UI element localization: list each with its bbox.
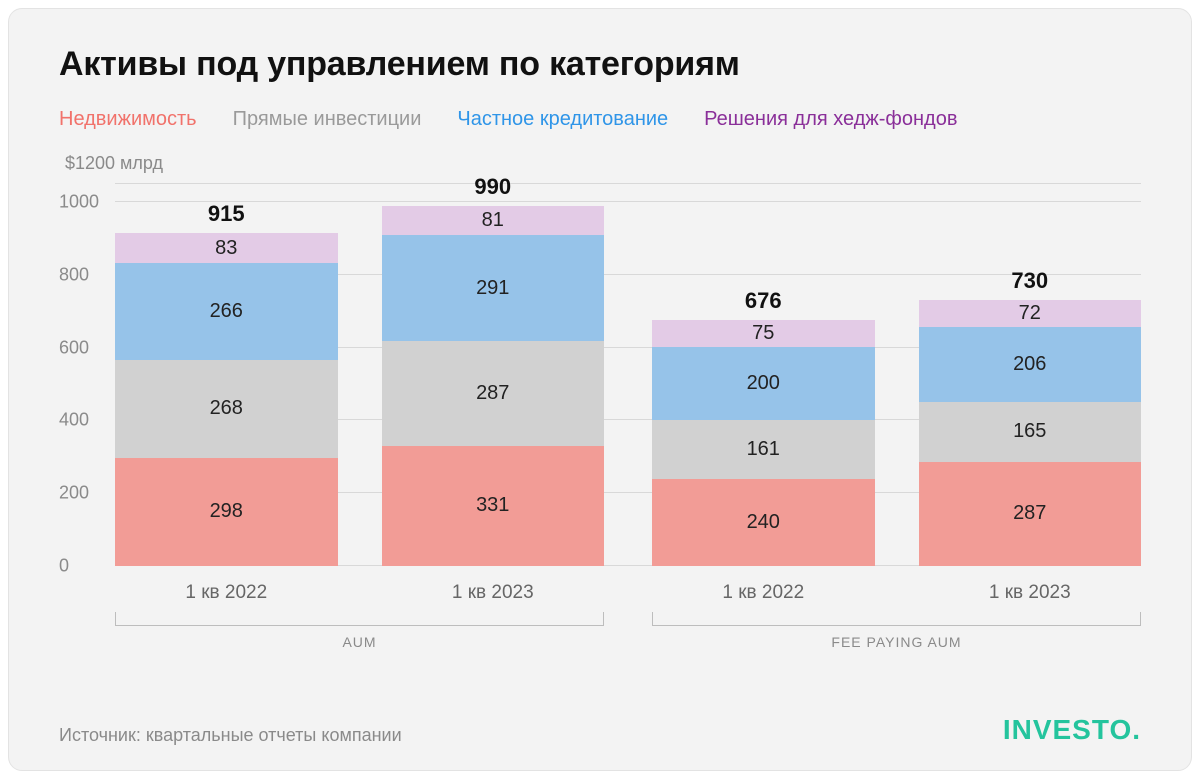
y-tick-label: 600 [59,337,107,358]
bracket [115,612,604,626]
legend-item-private-equity: Прямые инвестиции [233,108,422,131]
bar-segment-hedge: 75 [652,320,875,347]
x-label: 1 кв 2023 [919,582,1142,604]
bar-segment-real_estate: 331 [382,446,605,566]
bar-segment-private_credit: 200 [652,347,875,420]
bar-stack: 28716520672 [919,300,1142,566]
group-label: AUM [115,634,604,650]
x-label: 1 кв 2022 [652,582,875,604]
x-label: 1 кв 2022 [115,582,338,604]
chart-title: Активы под управлением по категориям [59,45,1141,84]
bar-group: 29826826683 915 33128729181990 [115,184,604,566]
bar-segment-real_estate: 298 [115,458,338,566]
group-labels: AUM FEE PAYING AUM [115,634,1141,650]
bar-segment-private_credit: 206 [919,327,1142,402]
y-tick-label: 200 [59,483,107,504]
bar-segment-private_equity: 165 [919,402,1142,462]
bar-total: 676 [652,288,875,314]
bar-stack: 33128729181 [382,206,605,566]
bar-segment-hedge: 83 [115,233,338,263]
footer: Источник: квартальные отчеты компании IN… [59,714,1141,746]
bar: 24016120075 676 [652,184,875,566]
bar-stack: 29826826683 [115,233,338,566]
bar-segment-private_equity: 268 [115,360,338,458]
bar-segment-real_estate: 240 [652,479,875,566]
y-tick-label: 0 [59,556,107,577]
x-group: 1 кв 2022 1 кв 2023 [652,582,1141,604]
legend: Недвижимость Прямые инвестиции Частное к… [59,108,1141,131]
bar-total: 915 [115,201,338,227]
x-label: 1 кв 2023 [382,582,605,604]
chart-card: Активы под управлением по категориям Нед… [8,8,1192,771]
plot-area: 0200400600800100029826826683915331287291… [115,184,1141,566]
bar-segment-private_credit: 266 [115,263,338,360]
bar-segment-private_equity: 161 [652,420,875,479]
y-top-label: $1200 млрд [59,153,1141,174]
bar-segment-private_equity: 287 [382,341,605,445]
source-text: Источник: квартальные отчеты компании [59,725,402,746]
bar-segment-hedge: 72 [919,300,1142,326]
x-axis-labels: 1 кв 2022 1 кв 2023 1 кв 2022 1 кв 2023 [115,582,1141,604]
legend-item-real-estate: Недвижимость [59,108,197,131]
bar-stack: 24016120075 [652,320,875,566]
bar-total: 730 [919,268,1142,294]
bars: 2982682668391533128729181990240161200756… [115,184,1141,566]
legend-item-hedge: Решения для хедж-фондов [704,108,957,131]
y-tick-label: 800 [59,264,107,285]
bar-segment-private_credit: 291 [382,235,605,341]
group-label: FEE PAYING AUM [652,634,1141,650]
bracket [652,612,1141,626]
x-group: 1 кв 2022 1 кв 2023 [115,582,604,604]
bar-segment-hedge: 81 [382,206,605,235]
bar: 29826826683 915 [115,184,338,566]
y-tick-label: 400 [59,410,107,431]
bar-segment-real_estate: 287 [919,462,1142,566]
brand-logo: INVESTO. [1003,714,1141,746]
bar-group: 24016120075 676 28716520672 730 [652,184,1141,566]
group-brackets [115,612,1141,626]
y-tick-label: 1000 [59,192,107,213]
bar-total: 990 [382,174,605,200]
bar: 28716520672 730 [919,184,1142,566]
bar: 33128729181990 [382,184,605,566]
legend-item-private-credit: Частное кредитование [457,108,668,131]
